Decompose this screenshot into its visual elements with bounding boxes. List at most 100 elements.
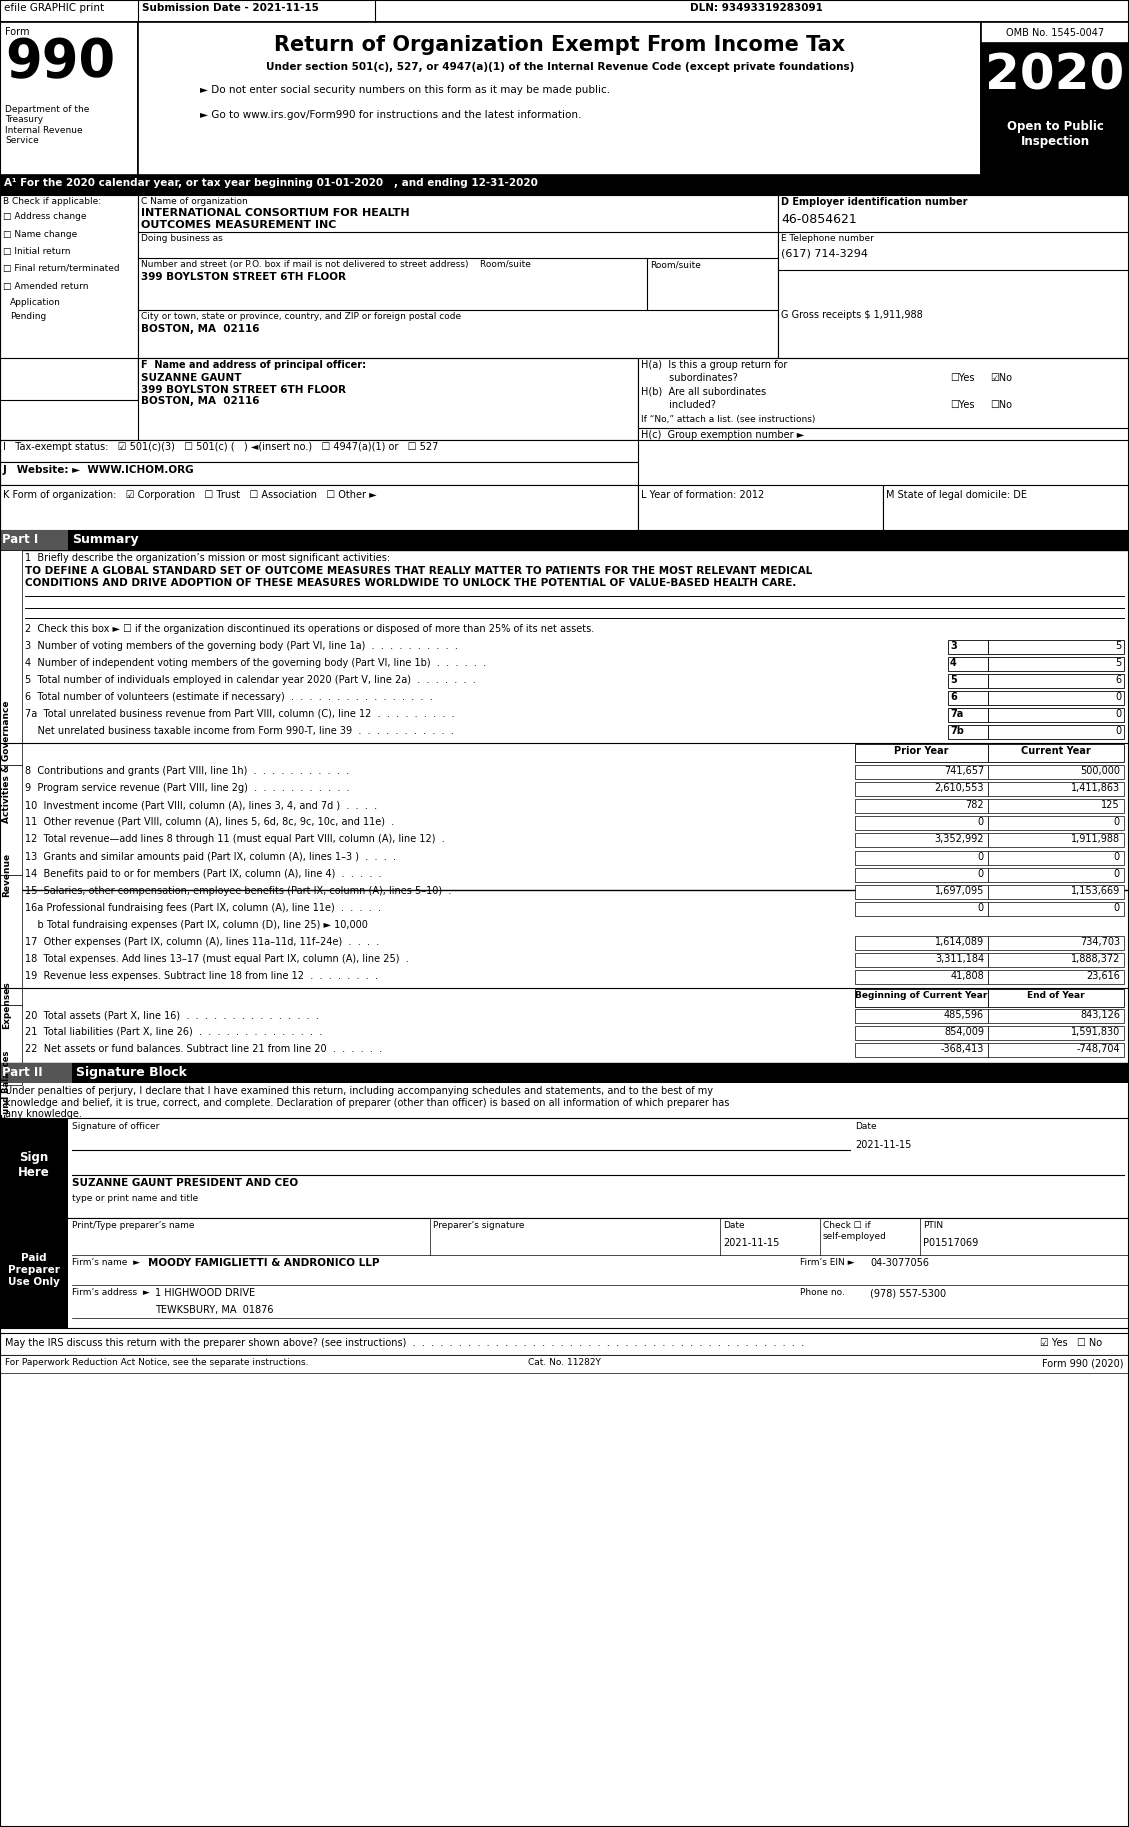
Text: L Year of formation: 2012: L Year of formation: 2012 [641, 490, 764, 501]
Text: 0: 0 [978, 870, 984, 879]
Bar [638, 484, 883, 530]
Text: J   Website: ►  WWW.ICHOM.ORG: J Website: ► WWW.ICHOM.ORG [3, 466, 194, 475]
Text: 4: 4 [949, 658, 956, 669]
Text: 8  Contributions and grants (Part VIII, line 1h)  .  .  .  .  .  .  .  .  .  .  : 8 Contributions and grants (Part VIII, l… [25, 766, 349, 776]
Bar [988, 744, 1124, 762]
Bar [0, 1219, 1129, 1328]
Bar [988, 782, 1124, 797]
Text: Application: Application [10, 298, 61, 307]
Bar [988, 954, 1124, 966]
Text: Signature Block: Signature Block [76, 1065, 187, 1080]
Bar [855, 868, 988, 882]
Bar [855, 782, 988, 797]
Text: H(a)  Is this a group return for: H(a) Is this a group return for [641, 360, 787, 371]
Text: 3  Number of voting members of the governing body (Part VI, line 1a)  .  .  .  .: 3 Number of voting members of the govern… [25, 641, 458, 650]
Text: For Paperwork Reduction Act Notice, see the separate instructions.: For Paperwork Reduction Act Notice, see … [5, 1357, 308, 1367]
Bar [638, 358, 1129, 440]
Text: □ Initial return: □ Initial return [3, 247, 70, 256]
Bar [855, 935, 988, 950]
Text: End of Year: End of Year [1027, 990, 1085, 999]
Text: efile GRAPHIC print: efile GRAPHIC print [5, 4, 104, 13]
Text: 2021-11-15: 2021-11-15 [855, 1140, 911, 1149]
Text: 5: 5 [949, 674, 956, 685]
Text: b Total fundraising expenses (Part IX, column (D), line 25) ► 10,000: b Total fundraising expenses (Part IX, c… [25, 921, 368, 930]
Text: K Form of organization:   ☑ Corporation   ☐ Trust   ☐ Association   ☐ Other ►: K Form of organization: ☑ Corporation ☐ … [3, 490, 377, 501]
Text: F  Name and address of principal officer:: F Name and address of principal officer: [141, 360, 366, 371]
Text: ► Go to www.irs.gov/Form990 for instructions and the latest information.: ► Go to www.irs.gov/Form990 for instruct… [200, 110, 581, 121]
Text: 5: 5 [1114, 641, 1121, 650]
Bar [855, 798, 988, 813]
Bar [988, 674, 1124, 689]
Text: 17  Other expenses (Part IX, column (A), lines 11a–11d, 11f–24e)  .  .  .  .: 17 Other expenses (Part IX, column (A), … [25, 937, 379, 946]
Text: Date: Date [723, 1220, 745, 1230]
Bar [855, 833, 988, 848]
Text: 18  Total expenses. Add lines 13–17 (must equal Part IX, column (A), line 25)  .: 18 Total expenses. Add lines 13–17 (must… [25, 954, 409, 965]
Text: 0: 0 [1114, 817, 1120, 828]
Text: Prior Year: Prior Year [894, 745, 948, 756]
Text: 1  Briefly describe the organization’s mission or most significant activities:: 1 Briefly describe the organization’s mi… [25, 554, 391, 563]
Text: 782: 782 [965, 800, 984, 809]
Text: BOSTON, MA  02116: BOSTON, MA 02116 [141, 323, 260, 334]
Text: 3,352,992: 3,352,992 [935, 833, 984, 844]
Bar [0, 1219, 68, 1328]
Text: Net unrelated business taxable income from Form 990-T, line 39  .  .  .  .  .  .: Net unrelated business taxable income fr… [25, 725, 454, 736]
Text: 22  Net assets or fund balances. Subtract line 21 from line 20  .  .  .  .  .  .: 22 Net assets or fund balances. Subtract… [25, 1043, 382, 1054]
Bar [988, 658, 1124, 671]
Text: Phone no.: Phone no. [800, 1288, 844, 1297]
Text: 16a Professional fundraising fees (Part IX, column (A), line 11e)  .  .  .  .  .: 16a Professional fundraising fees (Part … [25, 903, 380, 914]
Bar [855, 744, 988, 762]
Text: 0: 0 [978, 851, 984, 862]
Text: 0: 0 [1114, 692, 1121, 702]
Bar [0, 1356, 1129, 1374]
Text: 6  Total number of volunteers (estimate if necessary)  .  .  .  .  .  .  .  .  .: 6 Total number of volunteers (estimate i… [25, 692, 432, 702]
Text: OMB No. 1545-0047: OMB No. 1545-0047 [1006, 27, 1104, 38]
Text: included?: included? [641, 400, 716, 409]
Bar [0, 440, 638, 462]
Text: INTERNATIONAL CONSORTIUM FOR HEALTH
OUTCOMES MEASUREMENT INC: INTERNATIONAL CONSORTIUM FOR HEALTH OUTC… [141, 208, 410, 230]
Bar [0, 1118, 68, 1219]
Bar [988, 903, 1124, 915]
Text: Cat. No. 11282Y: Cat. No. 11282Y [527, 1357, 601, 1367]
Text: 6: 6 [949, 692, 956, 702]
Bar [855, 766, 988, 778]
Bar [778, 195, 1129, 400]
Bar [948, 639, 988, 654]
Bar [988, 1043, 1124, 1058]
Text: Open to Public
Inspection: Open to Public Inspection [1007, 121, 1103, 148]
Bar [988, 868, 1124, 882]
Text: Part I: Part I [2, 533, 38, 546]
Bar [988, 988, 1124, 1007]
Text: 2  Check this box ► ☐ if the organization discontinued its operations or dispose: 2 Check this box ► ☐ if the organization… [25, 625, 594, 634]
Bar [855, 817, 988, 829]
Text: 1,614,089: 1,614,089 [935, 937, 984, 946]
Text: Firm’s address  ►: Firm’s address ► [72, 1288, 150, 1297]
Bar [948, 709, 988, 722]
Text: Signature of officer: Signature of officer [72, 1122, 159, 1131]
Bar [0, 1063, 72, 1083]
Text: 843,126: 843,126 [1080, 1010, 1120, 1019]
Bar [883, 484, 1129, 530]
Text: P01517069: P01517069 [924, 1239, 978, 1248]
Text: Check ☐ if: Check ☐ if [823, 1220, 870, 1230]
Text: TEWKSBURY, MA  01876: TEWKSBURY, MA 01876 [155, 1304, 273, 1315]
Text: Paid
Preparer
Use Only: Paid Preparer Use Only [8, 1253, 60, 1286]
Text: 0: 0 [1114, 870, 1120, 879]
Text: H(b)  Are all subordinates: H(b) Are all subordinates [641, 387, 767, 396]
Text: -748,704: -748,704 [1076, 1043, 1120, 1054]
Bar [855, 1043, 988, 1058]
Text: 0: 0 [1114, 725, 1121, 736]
Text: G Gross receipts $ 1,911,988: G Gross receipts $ 1,911,988 [781, 311, 922, 320]
Text: E Telephone number: E Telephone number [781, 234, 874, 243]
Text: (617) 714-3294: (617) 714-3294 [781, 248, 868, 258]
Text: □ Address change: □ Address change [3, 212, 87, 221]
Text: 5: 5 [1114, 658, 1121, 669]
Text: 13  Grants and similar amounts paid (Part IX, column (A), lines 1–3 )  .  .  .  : 13 Grants and similar amounts paid (Part… [25, 851, 396, 862]
Bar [855, 970, 988, 985]
Bar [988, 691, 1124, 705]
Text: 1,697,095: 1,697,095 [935, 886, 984, 895]
Text: C Name of organization: C Name of organization [141, 197, 247, 206]
Bar [0, 530, 68, 550]
Text: MOODY FAMIGLIETTI & ANDRONICO LLP: MOODY FAMIGLIETTI & ANDRONICO LLP [148, 1259, 379, 1268]
Text: ☐Yes: ☐Yes [949, 373, 974, 384]
Text: ☑No: ☑No [990, 373, 1012, 384]
